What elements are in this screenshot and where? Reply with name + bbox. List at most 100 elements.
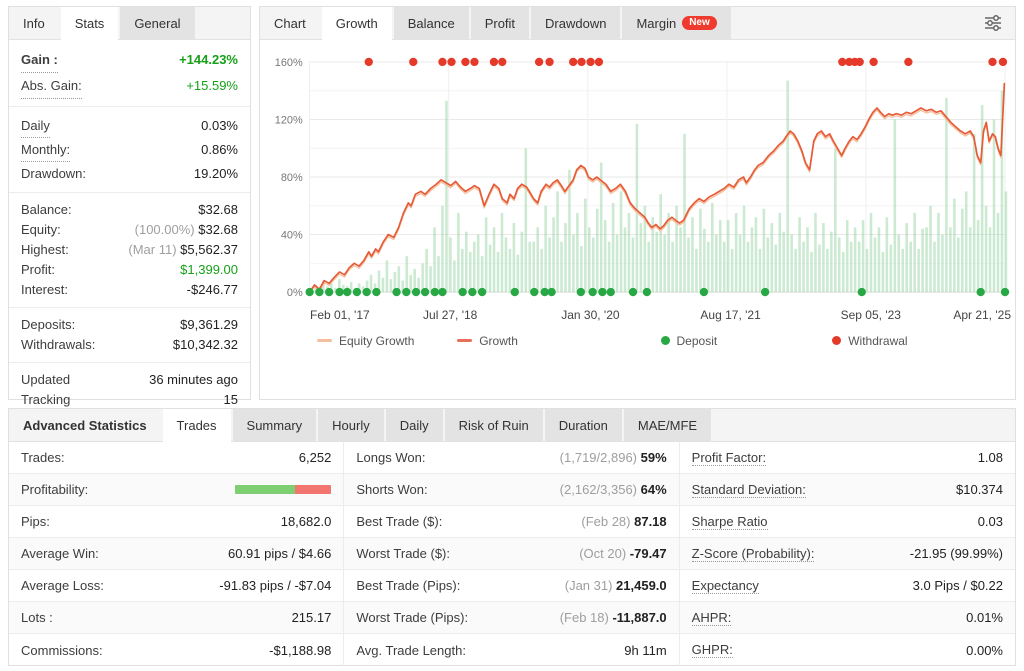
withdrawal-marker [545,57,554,67]
sidebar-label-gain[interactable]: Gain : [21,47,58,73]
volume-bar [397,266,401,293]
sidebar-value-abs-gain: +15.59% [186,78,238,93]
tab-duration[interactable]: Duration [544,409,622,441]
volume-bar [464,231,468,293]
stat-row-profit-factor: Profit Factor: 1.08 [679,442,1015,474]
volume-bar [564,223,567,293]
deposit-marker [857,287,866,297]
deposit-marker [352,287,362,297]
stat-row-best-trade-pips: Best Trade (Pips): (Jan 31) 21,459.0 [344,570,679,602]
sidebar-row-withdrawals: Withdrawals: $10,342.32 [21,335,238,355]
stat-label-worst-trade: Worst Trade ($): [356,546,451,561]
volume-bar [766,237,770,293]
tab-label: Chart [274,15,306,31]
deposit-marker [576,287,586,297]
deposit-marker [510,287,519,297]
tab-trades[interactable]: Trades [162,409,231,442]
tab-label: Daily [399,417,429,433]
tab-chart[interactable]: Chart [260,7,320,39]
value-prefix: (Oct 20) [579,546,630,561]
volume-bar [341,284,345,293]
tab-label: Summary [246,417,303,433]
sidebar-value-deposits: $9,361.29 [180,317,238,332]
deposit-marker [598,287,607,297]
deposit-marker [540,287,549,297]
volume-bar [568,169,571,293]
sidebar-label-abs-gain[interactable]: Abs. Gain: [21,73,82,99]
deposit-marker [402,287,411,297]
stat-label-standard-deviation[interactable]: Standard Deviation: [691,481,806,498]
volume-bar [338,279,341,293]
volume-bar [445,100,448,293]
volume-bar [691,217,694,293]
tab-balance[interactable]: Balance [393,7,469,39]
deposit-dot-icon [660,336,670,346]
volume-bar [714,234,718,293]
growth-chart[interactable]: 0% 40% 80% 120% 160% [264,54,1011,304]
sidebar-group-5: Updated 36 minutes ago Tracking 15 [9,363,250,417]
volume-bar [611,202,615,293]
stats-column-2: Longs Won: (1,719/2,896) 59% Shorts Won: (2… [344,442,680,666]
tab-mae-mfe[interactable]: MAE/MFE [623,409,712,441]
sidebar-label-monthly[interactable]: Monthly: [21,138,71,162]
volume-bar [476,234,480,293]
tab-profit[interactable]: Profit [470,7,530,39]
volume-bar [818,244,821,293]
stat-value-pips: 18,682.0 [280,514,332,529]
stat-label-ghpr[interactable]: GHPR: [691,642,733,658]
volume-bar [941,234,944,293]
stat-row-commissions: Commissions: -$1,188.98 [9,634,343,666]
stat-label-expectancy[interactable]: Expectancy [691,577,759,594]
sidebar-value-gain: +144.23% [179,52,238,67]
stat-row-avg-trade-length: Avg. Trade Length: 9h 11m [344,634,678,666]
withdrawal-marker [586,57,595,67]
stat-label-profit-factor[interactable]: Profit Factor: [691,449,767,466]
tab-label: Balance [407,15,455,31]
chart-settings-button[interactable] [971,7,1015,39]
stat-value-trades: 6,252 [298,450,332,465]
sidebar-group-2: Daily 0.03% Monthly: 0.86% Drawdown: 19.20% [9,107,250,193]
tab-risk-of-ruin[interactable]: Risk of Ruin [444,409,543,441]
stats-column-1: Trades: 6,252 Profitability: Pips: 18,682.0 A… [9,442,345,666]
x-tick-feb-01-17: Feb 01, '17 [310,307,370,322]
tab-daily[interactable]: Daily [385,409,443,441]
withdrawal-marker [461,57,470,67]
stat-label-ahpr[interactable]: AHPR: [691,609,732,626]
account-summary-sidebar: Info Stats General Gain : +144.23% Abs. Gain… [8,6,251,407]
tab-stats[interactable]: Stats [60,7,119,40]
volume-bar [770,223,774,293]
tab-summary[interactable]: Summary [232,409,317,441]
volume-bar [627,212,631,293]
x-tick-aug-17-21: Aug 17, '21 [700,307,761,322]
tab-label: MAE/MFE [637,417,698,433]
volume-bar [619,191,623,293]
stat-label-sharpe-ratio[interactable]: Sharpe Ratio [691,513,768,530]
volume-bar [504,237,508,293]
tab-margin[interactable]: Margin New [622,7,731,39]
tab-info[interactable]: Info [9,7,59,39]
advanced-statistics-panel: Advanced Statistics Trades Summary Hourly Da… [8,408,1016,666]
volume-bar [623,227,627,293]
tab-hourly[interactable]: Hourly [318,409,384,441]
sidebar-row-deposits: Deposits: $9,361.29 [21,315,238,335]
tab-general[interactable]: General [120,7,195,39]
volume-bar [980,105,984,293]
y-tick-label: 120% [275,114,303,126]
profitability-bar-win [235,485,295,494]
stat-row-pips: Pips: 18,682.0 [9,506,344,538]
equity-growth-line-swatch [317,339,332,343]
stat-label-best-trade: Best Trade ($): [356,514,443,529]
stat-label-z-score-probability[interactable]: Z-Score (Probability): [691,545,815,562]
volume-bar [357,283,361,293]
withdrawal-marker [489,57,499,67]
tab-growth[interactable]: Growth [321,7,392,40]
sidebar-label-daily[interactable]: Daily [21,114,50,138]
withdrawal-dot-icon [832,336,842,346]
tab-drawdown[interactable]: Drawdown [531,7,621,39]
tab-label: Margin [636,15,677,31]
deposit-marker [642,287,652,297]
volume-bar [921,228,924,293]
volume-bar [417,277,420,293]
value-prefix: (Mar 11) [128,242,181,257]
stat-label-lots: Lots : [21,610,53,625]
